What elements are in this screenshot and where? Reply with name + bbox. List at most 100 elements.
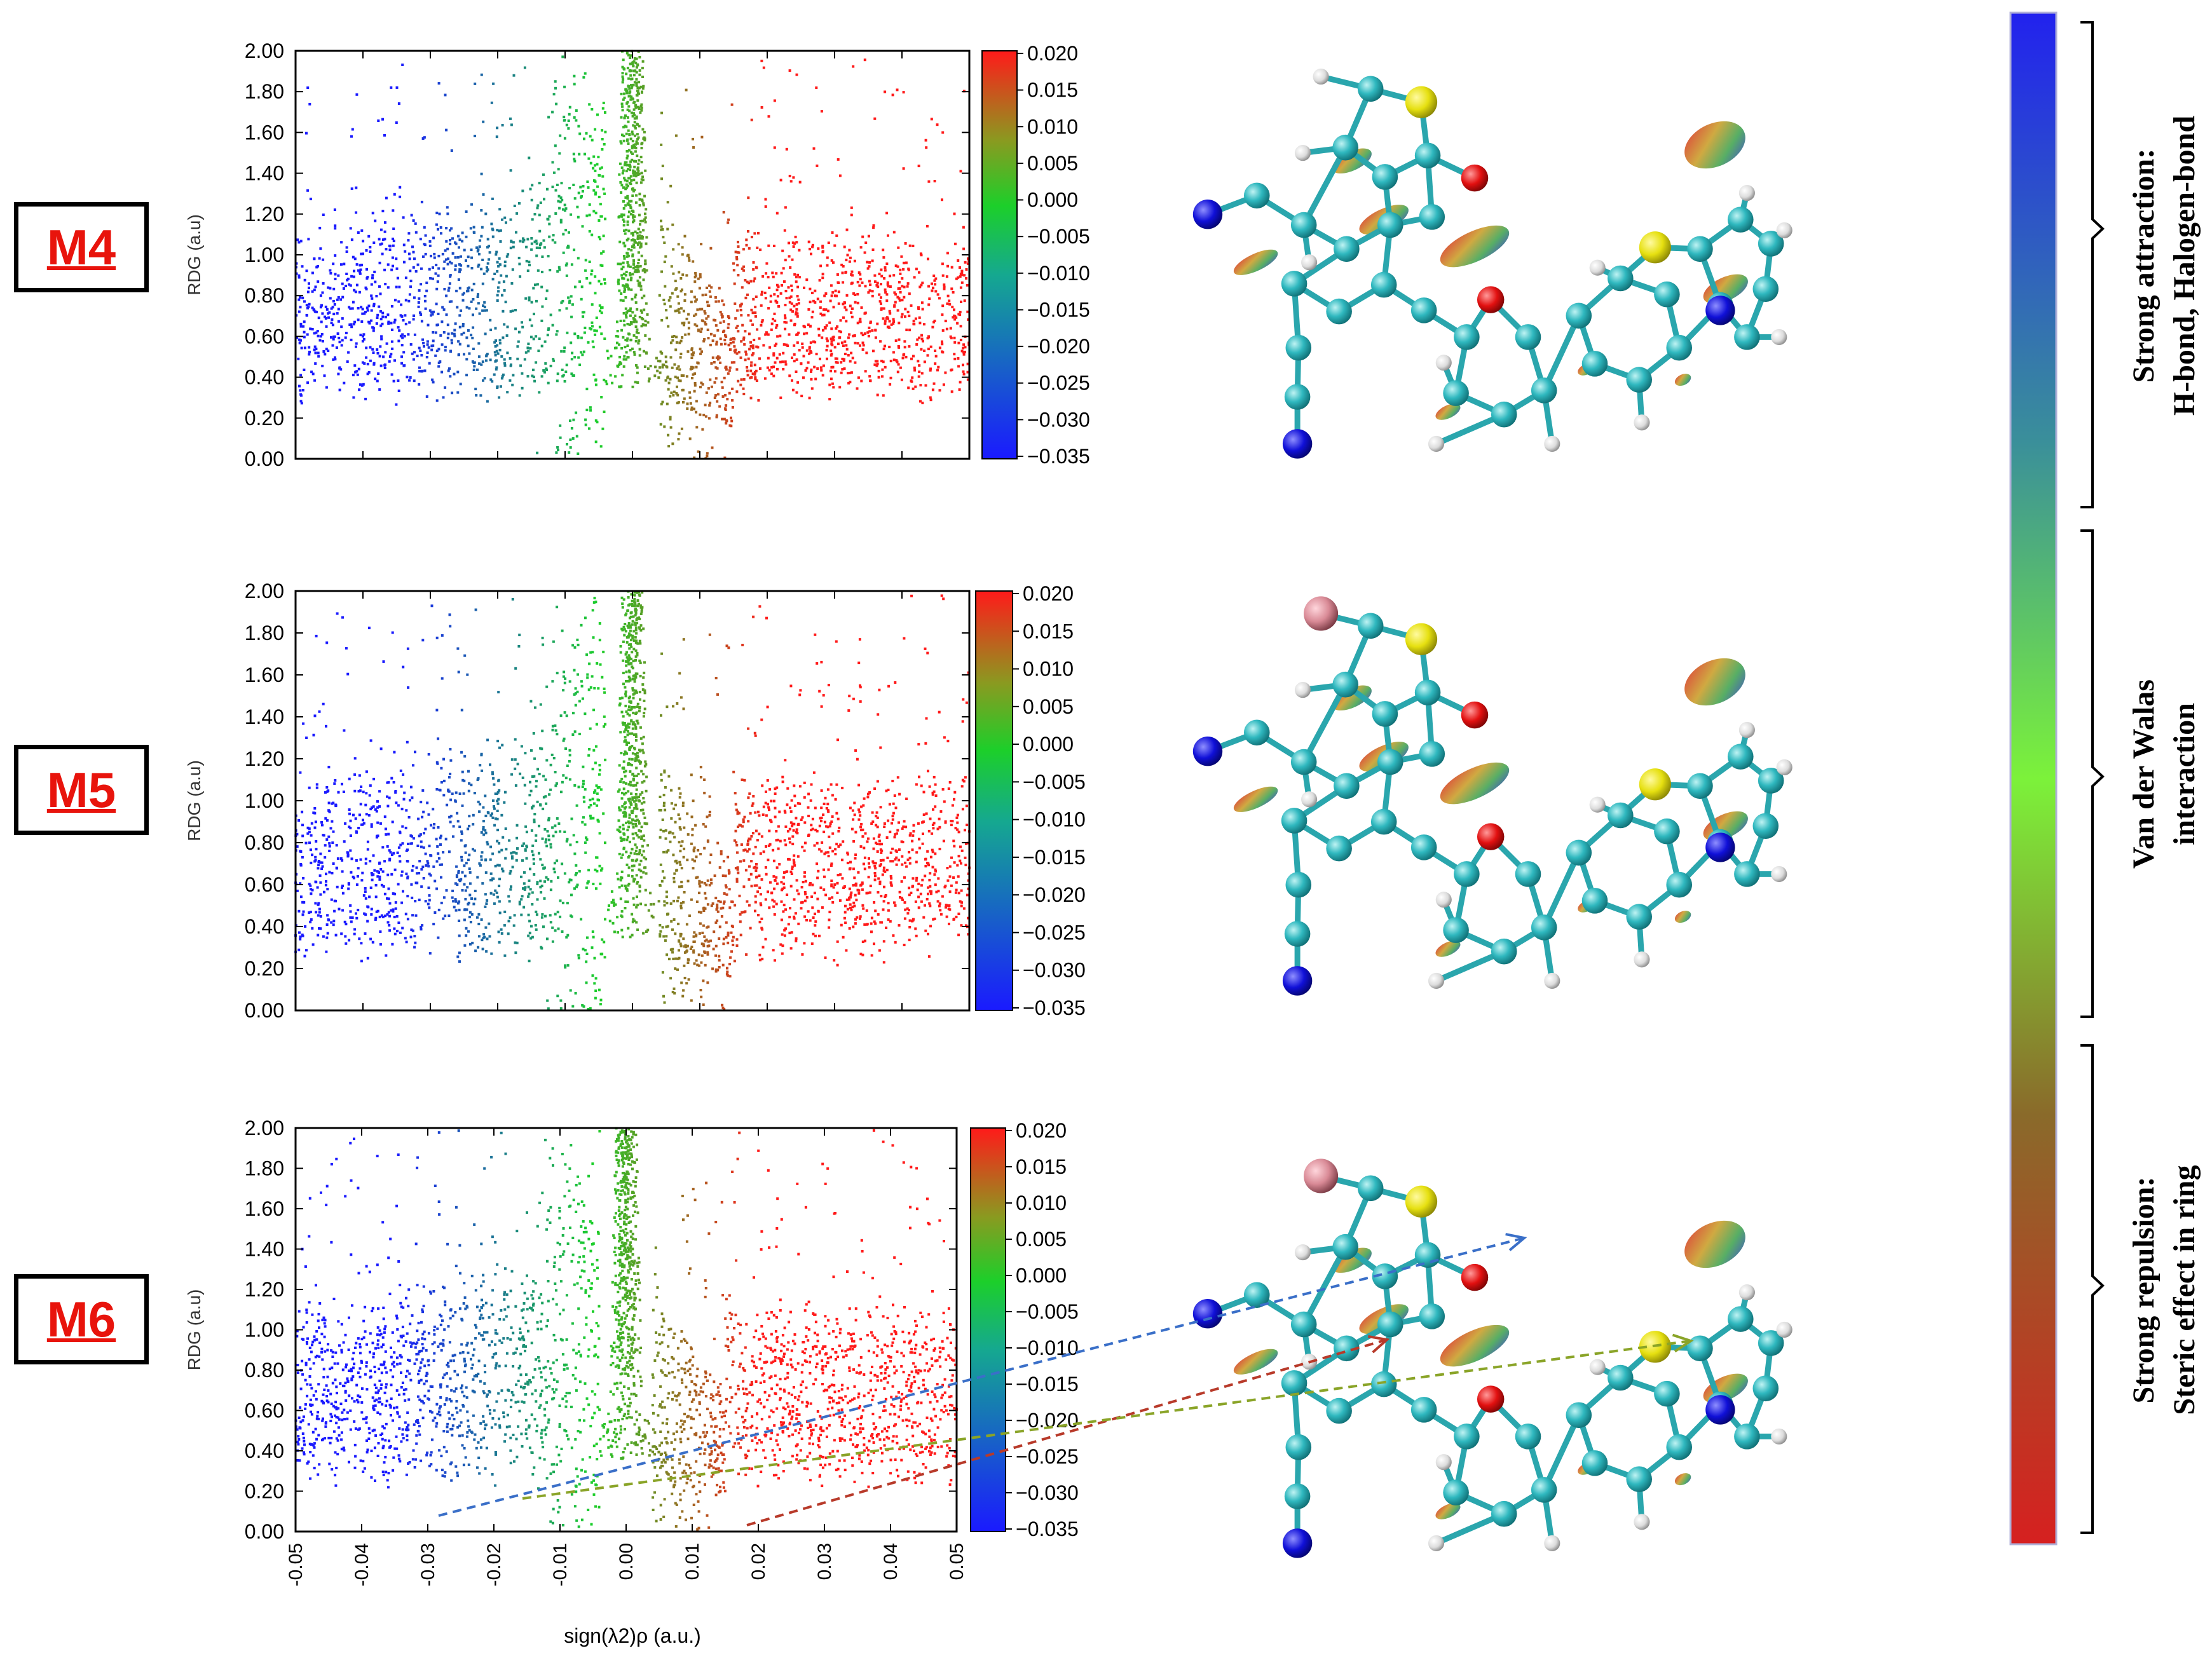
scatter-point xyxy=(779,335,781,337)
scatter-point xyxy=(338,337,340,339)
scatter-point xyxy=(418,289,421,292)
scatter-point xyxy=(715,343,718,346)
scatter-point xyxy=(622,262,625,264)
scatter-point xyxy=(720,337,722,340)
scatter-point xyxy=(767,276,770,278)
scatter-point xyxy=(957,276,959,279)
scatter-point xyxy=(819,358,821,360)
scatter-point xyxy=(501,744,503,747)
scatter-point xyxy=(952,291,955,294)
scatter-point xyxy=(687,880,690,882)
scatter-point xyxy=(850,271,853,273)
scatter-point xyxy=(453,373,456,376)
scatter-point xyxy=(755,266,758,269)
scatter-point xyxy=(372,241,375,244)
scatter-point xyxy=(568,187,571,189)
scatter-point xyxy=(555,451,557,454)
scatter-point xyxy=(591,269,593,272)
scatter-point xyxy=(402,351,405,353)
scatter-point xyxy=(774,146,776,149)
scatter-point xyxy=(627,105,630,108)
scatter-point xyxy=(407,876,409,878)
scatter-point xyxy=(716,367,719,370)
scatter-point xyxy=(546,290,549,292)
scatter-point xyxy=(887,820,889,822)
scatter-point xyxy=(325,325,328,328)
scatter-point xyxy=(822,273,824,275)
scatter-point xyxy=(641,161,643,163)
scatter-point xyxy=(626,337,629,340)
scatter-point xyxy=(481,74,483,76)
scatter-point xyxy=(754,732,756,735)
scatter-point xyxy=(409,293,411,296)
scatter-point xyxy=(399,831,401,833)
scatter-point xyxy=(774,879,776,881)
scatter-point xyxy=(830,862,833,865)
scatter-point xyxy=(765,938,767,941)
scatter-point xyxy=(500,814,503,817)
scatter-point xyxy=(491,198,494,200)
scatter-point xyxy=(632,214,634,217)
scatter-point xyxy=(678,841,681,843)
scatter-point xyxy=(535,361,537,364)
scatter-point xyxy=(384,283,386,285)
scatter-point xyxy=(627,177,630,180)
scatter-point xyxy=(653,374,656,377)
scatter-point xyxy=(660,653,663,655)
scatter-point xyxy=(524,826,527,828)
scatter-point xyxy=(740,309,742,311)
scatter-point xyxy=(895,264,898,267)
scatter-point xyxy=(737,330,739,332)
scatter-point xyxy=(948,299,950,302)
scatter-point xyxy=(877,878,880,880)
scatter-point xyxy=(432,266,434,269)
scatter-point xyxy=(716,920,718,922)
scatter-point xyxy=(440,767,442,770)
scatter-point xyxy=(828,927,830,929)
scatter-point xyxy=(322,350,325,353)
scatter-point xyxy=(444,249,447,252)
scatter-point xyxy=(960,301,962,303)
scatter-point xyxy=(470,257,473,259)
scatter-point xyxy=(396,268,399,270)
scatter-point xyxy=(451,342,453,344)
scatter-point xyxy=(888,346,891,348)
colorbar-tick-label: −0.005 xyxy=(1027,225,1090,248)
scatter-point xyxy=(435,212,438,214)
scatter-point xyxy=(388,858,391,860)
scatter-point xyxy=(674,348,677,351)
scatter-point xyxy=(368,814,371,817)
scatter-point xyxy=(750,860,753,862)
scatter-point xyxy=(757,232,760,234)
scatter-point xyxy=(684,293,686,296)
scatter-point xyxy=(711,386,713,388)
scatter-point xyxy=(892,815,894,817)
scatter-point xyxy=(554,784,557,787)
scatter-point xyxy=(509,357,512,360)
scatter-point xyxy=(447,369,450,372)
scatter-point xyxy=(768,369,771,372)
scatter-point xyxy=(871,820,874,823)
scatter-point xyxy=(695,400,698,402)
scatter-point xyxy=(541,255,543,258)
scatter-point xyxy=(345,332,348,334)
scatter-point xyxy=(619,163,622,165)
scatter-point xyxy=(858,285,861,287)
scatter-point xyxy=(492,777,495,780)
scatter-point xyxy=(567,246,570,248)
scatter-point xyxy=(531,375,533,377)
scatter-point xyxy=(871,860,874,863)
scatter-point xyxy=(362,819,364,821)
scatter-point xyxy=(496,810,499,812)
scatter-point xyxy=(370,887,372,889)
scatter-point xyxy=(910,358,913,360)
scatter-point xyxy=(394,869,397,871)
scatter-point xyxy=(531,301,533,304)
scatter-point xyxy=(730,417,732,419)
scatter-point xyxy=(498,864,501,867)
scatter-point xyxy=(665,935,667,937)
scatter-point xyxy=(497,287,500,289)
scatter-point xyxy=(850,894,852,896)
scatter-point xyxy=(401,871,404,873)
scatter-point xyxy=(864,867,866,870)
